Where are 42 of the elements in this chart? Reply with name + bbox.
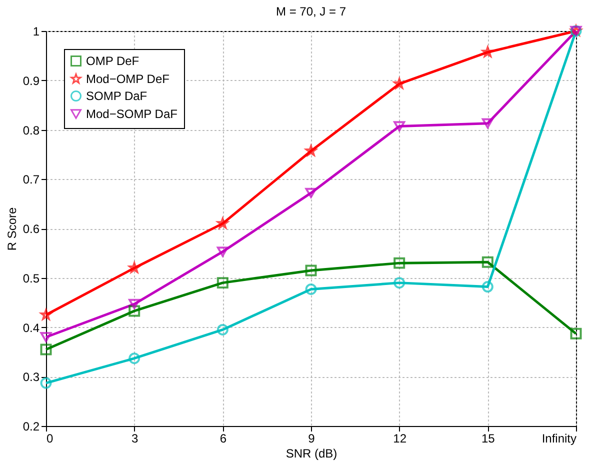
x-tick-label: 15 <box>481 432 496 446</box>
y-axis-title: R Score <box>4 207 19 251</box>
point <box>305 284 317 295</box>
point <box>40 332 52 342</box>
y-tick-label: 0.9 <box>22 74 40 88</box>
point <box>216 277 228 289</box>
point <box>216 324 228 336</box>
point <box>40 344 52 356</box>
point <box>570 328 582 340</box>
legend-label: Mod−SOMP DaF <box>86 107 178 121</box>
y-tick-label: 0.7 <box>22 172 40 187</box>
point <box>128 305 140 317</box>
y-tick-label: 0.2 <box>22 420 40 434</box>
legend-label: Mod−OMP DeF <box>86 72 170 86</box>
point <box>482 118 494 128</box>
point <box>40 377 52 389</box>
x-tick-label: 3 <box>131 432 138 446</box>
point <box>394 121 406 132</box>
point <box>128 298 140 310</box>
chart-title: M = 70, J = 7 <box>276 4 346 18</box>
x-tick-label: 6 <box>220 432 227 446</box>
y-tick-label: 0.4 <box>22 320 40 335</box>
point <box>482 281 494 292</box>
legend-label: OMP DeF <box>86 54 140 68</box>
y-tick-label: 0.5 <box>22 271 40 286</box>
y-tick-label: 0.8 <box>22 123 40 138</box>
point <box>128 352 140 364</box>
y-tick-label: 0.6 <box>22 222 40 236</box>
point <box>394 277 406 289</box>
x-tick-label: 0 <box>46 432 54 446</box>
x-axis-title: SNR (dB) <box>286 446 338 460</box>
point <box>305 264 317 276</box>
x-tick-label: Infinity <box>542 432 576 446</box>
x-tick-label: 9 <box>308 432 316 446</box>
legend-label: SOMP DaF <box>86 89 148 103</box>
point <box>216 246 228 257</box>
point <box>482 256 494 268</box>
point <box>305 188 317 198</box>
y-tick-label: 1 <box>32 24 40 38</box>
point <box>394 257 406 269</box>
x-tick-label: 12 <box>393 432 407 446</box>
y-tick-label: 0.3 <box>22 370 40 384</box>
